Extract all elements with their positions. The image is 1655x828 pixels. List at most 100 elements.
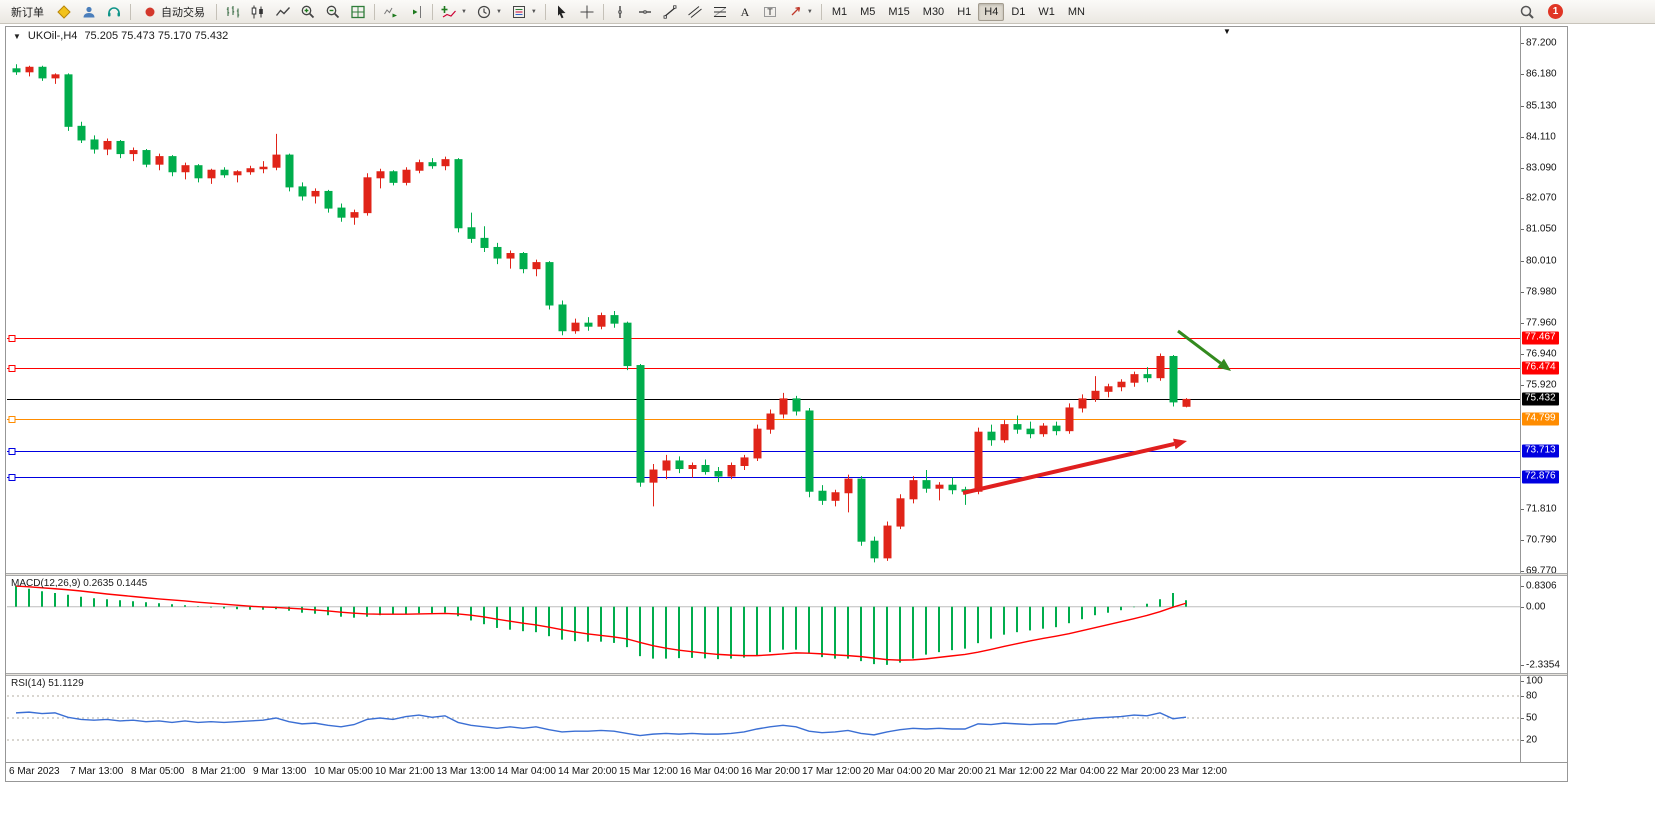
chart-shift-button[interactable] bbox=[404, 2, 428, 22]
price-badge-77.467: 77.467 bbox=[1522, 331, 1559, 345]
support-line-73.713[interactable] bbox=[7, 448, 1520, 455]
chart-shift-marker[interactable]: ▼ bbox=[1223, 27, 1231, 36]
zoom-out-icon bbox=[326, 5, 340, 18]
resistance-line-77.467[interactable] bbox=[7, 335, 1520, 342]
price-scale[interactable]: 87.200 86.180 85.130 84.110 83.090 82.070 81.0… bbox=[1520, 27, 1567, 762]
channel-button[interactable] bbox=[683, 2, 707, 22]
time-label: 23 Mar 12:00 bbox=[1168, 766, 1227, 777]
notification-badge[interactable]: 1 bbox=[1548, 4, 1563, 19]
rsi-panel-splitter[interactable] bbox=[6, 673, 1567, 676]
trend-arrow-up[interactable] bbox=[962, 438, 1187, 495]
timeframe-button-d1[interactable]: D1 bbox=[1005, 3, 1031, 21]
favorites-icon bbox=[57, 4, 71, 19]
tick-mark bbox=[1521, 73, 1524, 75]
autotrading-button[interactable]: 自动交易 bbox=[135, 2, 212, 22]
line-chart-icon bbox=[275, 6, 291, 16]
candlestick-chart-icon bbox=[251, 5, 263, 18]
time-label: 13 Mar 13:00 bbox=[436, 766, 495, 777]
search-button[interactable] bbox=[1515, 2, 1539, 22]
text-tool-icon: A bbox=[741, 5, 750, 19]
toolbar-separator bbox=[820, 3, 822, 20]
search-icon bbox=[1520, 5, 1534, 19]
timeframe-button-mn[interactable]: MN bbox=[1062, 3, 1091, 21]
price-badge-76.474: 76.474 bbox=[1522, 361, 1559, 375]
macd-panel[interactable]: MACD(12,26,9) 0.2635 0.1445 bbox=[7, 576, 1520, 673]
candlestick-chart-button[interactable] bbox=[246, 2, 270, 22]
pivot-line-74.799[interactable] bbox=[7, 416, 1520, 423]
time-axis[interactable]: 6 Mar 2023 7 Mar 13:00 8 Mar 05:00 8 Mar 21… bbox=[6, 762, 1567, 781]
crosshair-icon bbox=[580, 5, 594, 18]
horizontal-line-button[interactable] bbox=[633, 2, 657, 22]
timeframe-button-m30[interactable]: M30 bbox=[917, 3, 950, 21]
chevron-down-icon: ▼ bbox=[530, 8, 537, 15]
time-label: 21 Mar 12:00 bbox=[985, 766, 1044, 777]
chart-window: ▼ UKOil-,H4 75.205 75.473 75.170 75.432 … bbox=[5, 26, 1568, 782]
resistance-line-76.474[interactable] bbox=[7, 365, 1520, 372]
tile-windows-button[interactable] bbox=[346, 2, 370, 22]
templates-button[interactable]: ▼ bbox=[507, 2, 541, 22]
zoom-in-button[interactable] bbox=[296, 2, 320, 22]
price-tick: 82.070 bbox=[1526, 192, 1557, 204]
candlestick-canvas[interactable] bbox=[7, 27, 1520, 573]
vertical-line-button[interactable] bbox=[608, 2, 632, 22]
time-label: 16 Mar 20:00 bbox=[741, 766, 800, 777]
fibonacci-button[interactable] bbox=[708, 2, 732, 22]
price-badge-75.432: 75.432 bbox=[1522, 392, 1559, 406]
rsi-canvas[interactable] bbox=[7, 676, 1520, 761]
main-chart[interactable]: ▼ UKOil-,H4 75.205 75.473 75.170 75.432 … bbox=[7, 27, 1520, 573]
chart-ohlc: 75.205 75.473 75.170 75.432 bbox=[84, 30, 229, 42]
cursor-button[interactable] bbox=[550, 2, 574, 22]
time-label: 10 Mar 21:00 bbox=[375, 766, 434, 777]
timeframe-button-m5[interactable]: M5 bbox=[854, 3, 881, 21]
support-button[interactable] bbox=[102, 2, 126, 22]
symbol-dropdown-icon[interactable]: ▼ bbox=[13, 32, 21, 41]
trendline-icon bbox=[663, 4, 677, 19]
rsi-label: RSI(14) 51.1129 bbox=[11, 678, 84, 689]
support-line-72.876[interactable] bbox=[7, 474, 1520, 481]
auto-scroll-icon bbox=[384, 7, 397, 17]
tick-mark bbox=[1521, 681, 1524, 683]
arrows-tool-button[interactable]: ▼ bbox=[783, 2, 817, 22]
tick-mark bbox=[1521, 167, 1524, 169]
auto-scroll-button[interactable] bbox=[379, 2, 403, 22]
price-tick: 77.960 bbox=[1526, 317, 1557, 329]
community-button[interactable] bbox=[77, 2, 101, 22]
macd-panel-splitter[interactable] bbox=[6, 573, 1567, 576]
zoom-in-icon bbox=[301, 5, 315, 18]
line-chart-button[interactable] bbox=[271, 2, 295, 22]
bar-chart-button[interactable] bbox=[221, 2, 245, 22]
zoom-out-button[interactable] bbox=[321, 2, 345, 22]
timeframe-button-m15[interactable]: M15 bbox=[882, 3, 915, 21]
macd-canvas[interactable] bbox=[7, 576, 1520, 673]
tick-mark bbox=[1521, 43, 1524, 45]
autotrading-status-icon bbox=[145, 7, 155, 16]
timeframe-button-w1[interactable]: W1 bbox=[1032, 3, 1061, 21]
timeframe-button-h1[interactable]: H1 bbox=[951, 3, 977, 21]
tick-mark bbox=[1521, 586, 1524, 587]
new-order-button[interactable]: 新订单 bbox=[4, 2, 51, 22]
crosshair-button[interactable] bbox=[575, 2, 599, 22]
trendline-button[interactable] bbox=[658, 2, 682, 22]
bar-chart-icon bbox=[226, 5, 240, 17]
timeframe-button-m1[interactable]: M1 bbox=[826, 3, 853, 21]
signal-arrow-down[interactable] bbox=[1177, 329, 1231, 371]
tick-mark bbox=[1521, 539, 1524, 541]
timeframe-button-h4[interactable]: H4 bbox=[978, 2, 1005, 21]
rsi-panel[interactable]: RSI(14) 51.1129 bbox=[7, 676, 1520, 761]
price-tick: 84.110 bbox=[1526, 131, 1556, 143]
periods-button[interactable]: ▼ bbox=[472, 2, 506, 22]
favorites-button[interactable] bbox=[52, 2, 76, 22]
time-label: 17 Mar 12:00 bbox=[802, 766, 861, 777]
new-order-label: 新订单 bbox=[11, 6, 44, 19]
macd-scale-tick: 0.00 bbox=[1526, 601, 1546, 613]
tick-mark bbox=[1521, 353, 1524, 355]
macd-values: 0.2635 0.1445 bbox=[83, 578, 148, 589]
indicators-button[interactable]: ▼ bbox=[437, 2, 471, 22]
time-label: 9 Mar 13:00 bbox=[253, 766, 307, 777]
tick-mark bbox=[1521, 229, 1524, 231]
indicators-icon bbox=[441, 5, 456, 18]
chevron-down-icon: ▼ bbox=[806, 8, 813, 15]
text-tool-button[interactable]: A bbox=[733, 2, 757, 22]
toolbar-separator bbox=[216, 3, 217, 20]
text-label-button[interactable]: T bbox=[758, 2, 782, 22]
